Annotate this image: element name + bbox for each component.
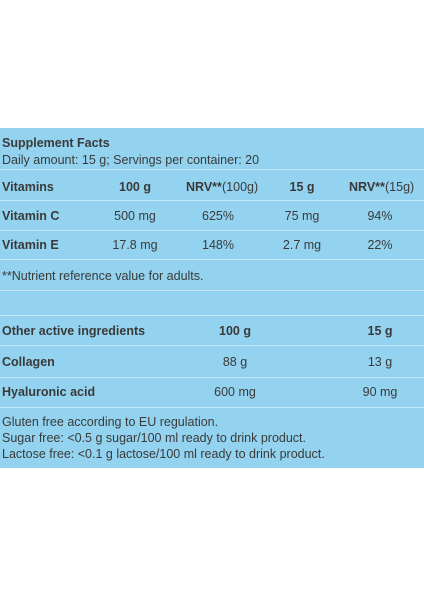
- row-divider: [0, 290, 424, 291]
- cell: 625%: [202, 209, 234, 223]
- row-divider: [0, 345, 424, 346]
- cell: 75 mg: [284, 209, 320, 223]
- row-divider: [0, 200, 424, 201]
- cell: 90 mg: [362, 385, 398, 399]
- row-label: Vitamin C: [2, 209, 60, 223]
- cell: 500 mg: [114, 209, 156, 223]
- row-label: Collagen: [2, 355, 55, 369]
- row-label: Vitamin E: [2, 238, 59, 252]
- note: Lactose free: <0.1 g lactose/100 ml read…: [2, 447, 325, 461]
- header-cell: 100 g: [219, 324, 251, 338]
- footnote: **Nutrient reference value for adults.: [2, 269, 204, 283]
- header-cell: NRV**: [349, 180, 385, 194]
- cell: 17.8 mg: [112, 238, 158, 252]
- subtitle: Daily amount: 15 g; Servings per contain…: [2, 153, 260, 167]
- row-divider: [0, 230, 424, 231]
- cell: 94%: [367, 209, 393, 223]
- row-label: Hyaluronic acid: [2, 385, 96, 399]
- cell: 88 g: [222, 355, 248, 369]
- cell: 2.7 mg: [282, 238, 322, 252]
- header-cell: Other active ingredients: [2, 324, 146, 338]
- note: Sugar free: <0.5 g sugar/100 ml ready to…: [2, 431, 306, 445]
- cell: 22%: [367, 238, 393, 252]
- header-cell: (15g): [385, 180, 415, 194]
- note: Gluten free according to EU regulation.: [2, 415, 219, 429]
- header-cell: (100g): [222, 180, 259, 194]
- supplement-facts-panel: Supplement Facts Daily amount: 15 g; Serv…: [0, 128, 424, 468]
- cell: 13 g: [367, 355, 393, 369]
- title: Supplement Facts: [2, 136, 110, 150]
- cell: 148%: [202, 238, 234, 252]
- header-cell: 15 g: [367, 324, 393, 338]
- row-divider: [0, 315, 424, 316]
- cell: 600 mg: [214, 385, 256, 399]
- header-cell: NRV**: [186, 180, 222, 194]
- header-cell: Vitamins: [2, 180, 54, 194]
- row-divider: [0, 169, 424, 170]
- row-divider: [0, 407, 424, 408]
- header-cell: 15 g: [289, 180, 315, 194]
- row-divider: [0, 259, 424, 260]
- row-divider: [0, 377, 424, 378]
- header-cell: 100 g: [119, 180, 151, 194]
